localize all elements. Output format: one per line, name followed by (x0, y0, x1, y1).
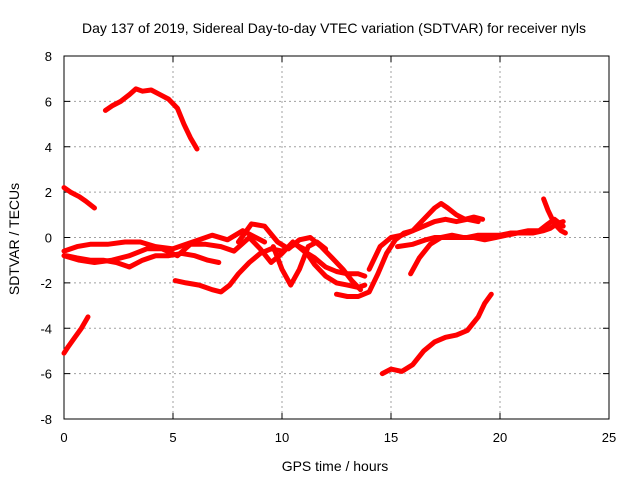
data-series-arc-14 (541, 196, 568, 236)
data-series-arc-8 (235, 221, 363, 293)
axis-ticks: 0 5 10 15 20 25 -8 -6 -4 -2 0 2 4 6 8 (40, 49, 616, 445)
x-tick-label: 20 (493, 430, 507, 445)
y-tick-label: -2 (40, 276, 52, 291)
x-tick-label: 15 (384, 430, 398, 445)
data-series-arc-12 (395, 219, 566, 250)
data-series-arc-9 (270, 239, 329, 288)
y-tick-label: 0 (45, 231, 52, 246)
y-tick-label: 2 (45, 185, 52, 200)
data-series-arc-3 (61, 314, 91, 356)
x-tick-label: 0 (60, 430, 67, 445)
data-series-arc-1 (102, 86, 200, 152)
data-series-arc-2 (61, 185, 97, 211)
x-tick-label: 10 (275, 430, 289, 445)
y-tick-label: -8 (40, 412, 52, 427)
data-series-arc-13 (408, 216, 566, 277)
y-tick-label: 6 (45, 94, 52, 109)
y-axis-label: SDTVAR / TECUs (6, 183, 22, 295)
grid (64, 56, 609, 419)
x-axis-label: GPS time / hours (282, 458, 389, 474)
y-tick-label: 4 (45, 140, 52, 155)
y-tick-label: -4 (40, 321, 52, 336)
x-tick-label: 25 (602, 430, 616, 445)
chart-title: Day 137 of 2019, Sidereal Day-to-day VTE… (82, 20, 586, 36)
data-series-arc-5 (61, 235, 368, 279)
data-series-arc-4 (61, 228, 268, 254)
data-series-arc-15 (379, 291, 494, 377)
data-series-arc-11 (366, 201, 486, 272)
y-tick-label: 8 (45, 49, 52, 64)
x-tick-label: 5 (169, 430, 176, 445)
data-series-arc-7 (172, 241, 368, 295)
data-series-arc-6 (63, 250, 222, 270)
y-tick-label: -6 (40, 367, 52, 382)
data-series-group (61, 86, 568, 377)
